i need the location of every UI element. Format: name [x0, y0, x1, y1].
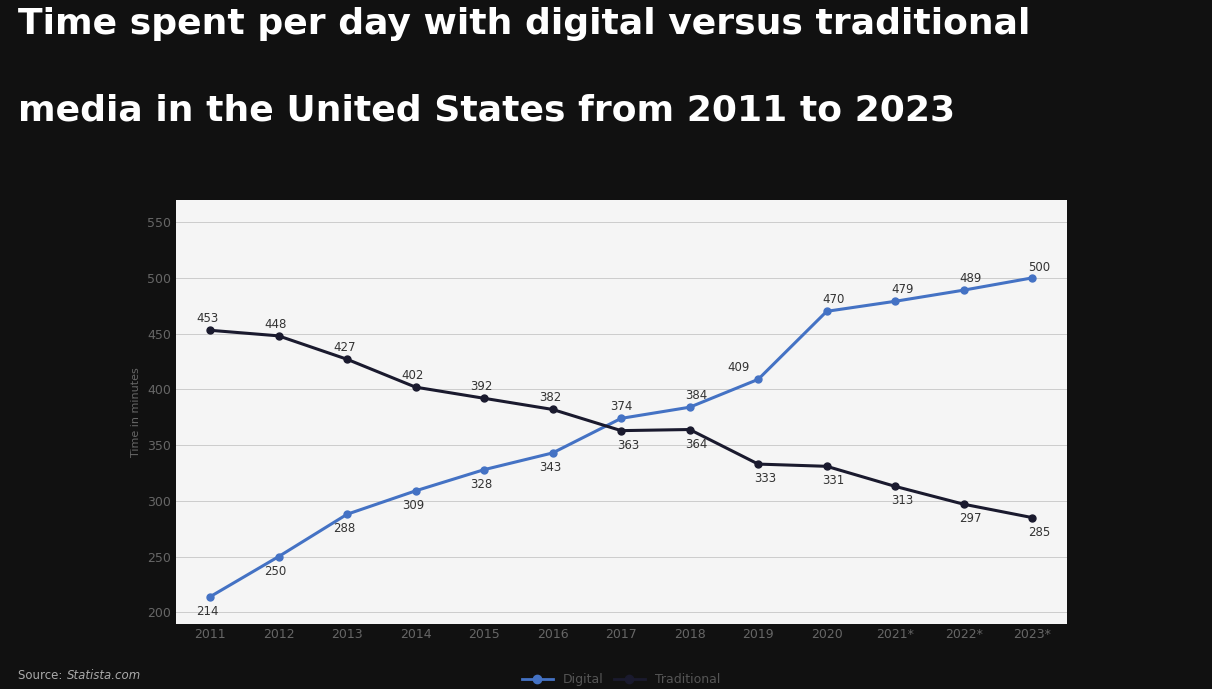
- Text: 500: 500: [1028, 261, 1051, 274]
- Text: 331: 331: [823, 474, 845, 487]
- Text: 333: 333: [754, 472, 776, 485]
- Text: media in the United States from 2011 to 2023: media in the United States from 2011 to …: [18, 93, 955, 127]
- Text: 479: 479: [891, 283, 914, 296]
- Y-axis label: Time in minutes: Time in minutes: [131, 367, 142, 457]
- Legend: Digital, Traditional: Digital, Traditional: [516, 668, 726, 689]
- Text: 363: 363: [617, 439, 639, 452]
- Text: 392: 392: [470, 380, 492, 393]
- Text: 328: 328: [470, 477, 492, 491]
- Text: 313: 313: [891, 495, 914, 507]
- Text: Time spent per day with digital versus traditional: Time spent per day with digital versus t…: [18, 7, 1030, 41]
- Text: 453: 453: [196, 312, 218, 325]
- Text: Statista.com: Statista.com: [67, 669, 141, 682]
- Text: 409: 409: [727, 361, 750, 374]
- Text: 470: 470: [823, 293, 845, 306]
- Text: 427: 427: [333, 341, 355, 354]
- Text: 382: 382: [538, 391, 561, 404]
- Text: 250: 250: [264, 565, 287, 577]
- Text: Source:: Source:: [18, 669, 67, 682]
- Text: 489: 489: [960, 271, 982, 285]
- Text: 402: 402: [401, 369, 424, 382]
- Text: 297: 297: [960, 513, 982, 525]
- Text: 214: 214: [196, 605, 218, 618]
- Text: 285: 285: [1028, 526, 1051, 539]
- Text: 364: 364: [686, 438, 708, 451]
- Text: 448: 448: [264, 318, 287, 331]
- Text: 384: 384: [686, 389, 708, 402]
- Text: 309: 309: [401, 499, 424, 512]
- Text: 288: 288: [333, 522, 355, 535]
- Text: 343: 343: [538, 461, 561, 474]
- Text: 374: 374: [610, 400, 633, 413]
